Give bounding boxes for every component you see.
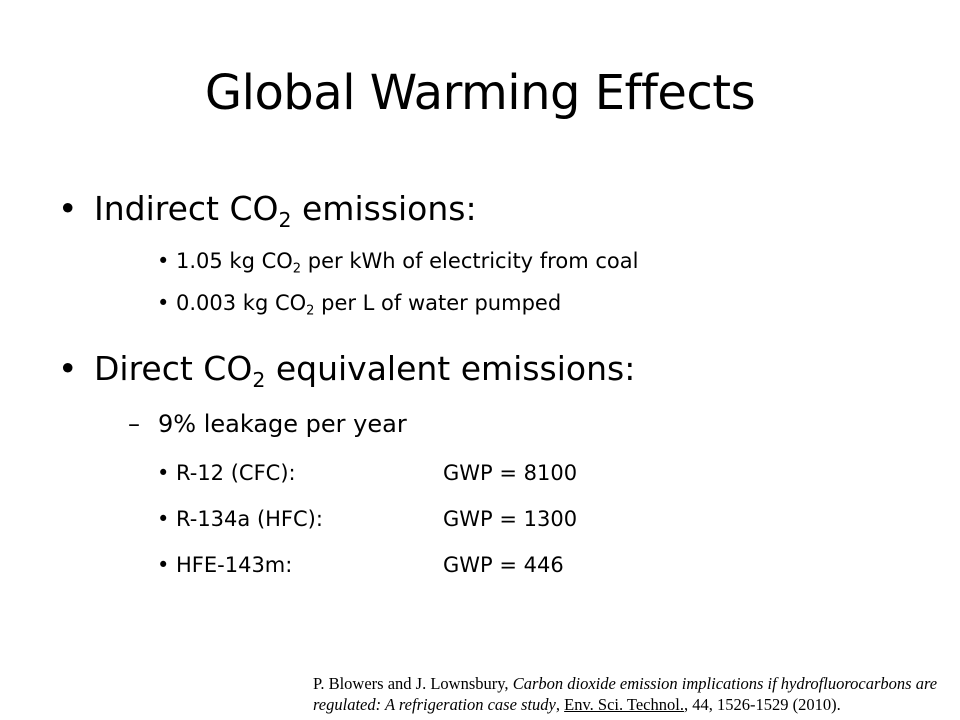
refrigerant-name: HFE-143m: [176, 553, 293, 577]
citation-authors: P. Blowers and J. Lownsbury, [313, 674, 513, 693]
bullet-icon: • [58, 349, 78, 388]
citation-details: , 44, 1526-1529 (2010). [683, 695, 841, 714]
refrigerant-name: R-134a (HFC): [176, 507, 323, 531]
bullet-icon: • [157, 461, 170, 485]
bullet-icon: • [157, 249, 170, 273]
leakage-text: 9% leakage per year [158, 410, 407, 438]
citation-article-title: Carbon dioxide emission implications if … [313, 674, 938, 714]
direct-heading: Direct CO2 equivalent emissions: [94, 349, 636, 393]
refrigerant-gwp: GWP = 446 [443, 553, 564, 577]
indirect-heading: Indirect CO2 emissions: [94, 189, 477, 233]
citation: P. Blowers and J. Lownsbury, Carbon diox… [313, 674, 938, 714]
indirect-item-text: 1.05 kg CO2 per kWh of electricity from … [176, 249, 639, 277]
dash-icon: – [128, 410, 140, 438]
refrigerant-gwp: GWP = 1300 [443, 507, 578, 531]
bullet-icon: • [58, 189, 78, 228]
refrigerant-name: R-12 (CFC): [176, 461, 296, 485]
citation-journal: Env. Sci. Technol. [564, 695, 684, 714]
bullet-icon: • [157, 291, 170, 315]
slide-title: Global Warming Effects [204, 65, 756, 121]
bullet-icon: • [157, 507, 170, 531]
bullet-icon: • [157, 553, 170, 577]
refrigerant-gwp: GWP = 8100 [443, 461, 578, 485]
indirect-item-text: 0.003 kg CO2 per L of water pumped [176, 291, 562, 319]
